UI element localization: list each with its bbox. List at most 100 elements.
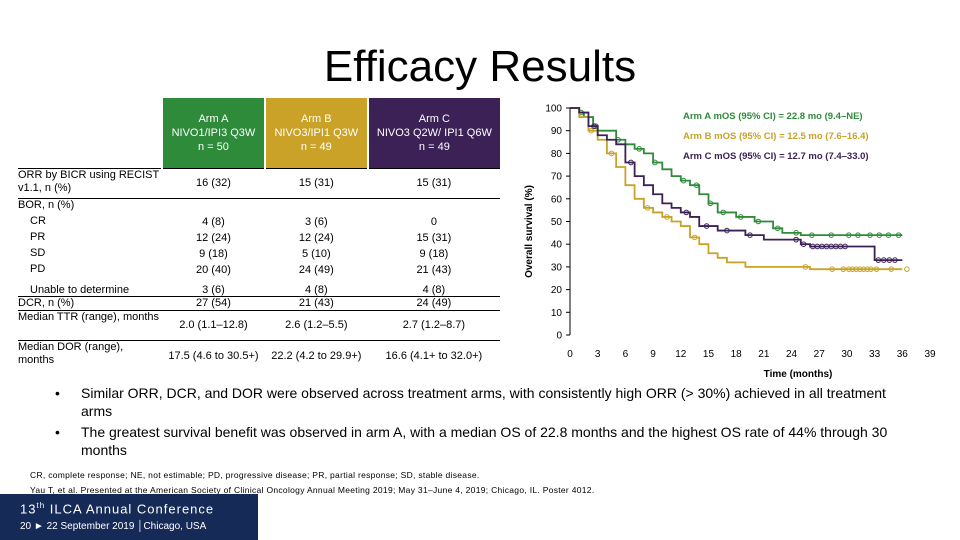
censor-mark (845, 266, 852, 272)
table-row: CR 4 (8) 3 (6) 0 (18, 215, 500, 231)
y-tick-label: 70 (551, 172, 563, 183)
censor-mark (867, 232, 873, 238)
y-tick-label: 80 (551, 149, 563, 160)
cell-arm-c: 21 (43) (416, 264, 452, 277)
arm-b-name: Arm B (301, 113, 332, 125)
censor-mark (829, 266, 835, 272)
censor-mark (800, 241, 807, 247)
x-tick-label: 30 (841, 349, 853, 360)
censor-mark (755, 218, 762, 225)
km-curve-arm-a (570, 107, 903, 237)
row-label: Median TTR (range), months (18, 311, 160, 323)
table-row: SD 9 (18) 5 (10) 9 (18) (18, 247, 500, 263)
censor-mark (853, 266, 859, 272)
arm-a-name: Arm A (198, 113, 229, 125)
cell-arm-b: 2.6 (1.2–5.5) (285, 319, 348, 332)
row-label: CR (30, 214, 46, 227)
cell-arm-a: 9 (18) (199, 248, 228, 261)
cell-arm-c: 16.6 (4.1+ to 32.0+) (385, 349, 483, 362)
censor-mark (588, 127, 595, 134)
cell-arm-c: 24 (49) (416, 297, 452, 310)
table-row: ORR by BICR using RECIST v1.1, n (%) 16 (… (18, 168, 500, 199)
censor-mark (895, 232, 902, 238)
y-tick-label: 30 (551, 262, 563, 273)
cell-arm-a: 20 (40) (196, 264, 231, 277)
footnotes: CR, complete response; NE, not estimable… (30, 468, 595, 498)
page-title: Efficacy Results (323, 42, 637, 91)
row-label: PR (30, 230, 46, 243)
censor-mark (868, 266, 874, 272)
y-tick-label: 100 (545, 104, 562, 115)
censor-mark (886, 257, 893, 263)
y-tick-label: 90 (551, 126, 563, 137)
table-header-row: Arm A NIVO1/IPI3 Q3W n = 50 Arm B NIVO3/… (18, 98, 500, 169)
cell-arm-c: 9 (18) (419, 248, 449, 261)
km-curve-arm-c (570, 107, 903, 261)
censor-mark (591, 123, 597, 129)
summary-bullets: • Similar ORR, DCR, and DOR were observe… (55, 385, 905, 463)
censor-mark (703, 223, 710, 229)
censor-mark (683, 209, 690, 216)
table-row: BOR, n (%) (18, 198, 500, 215)
bullet-item: • Similar ORR, DCR, and DOR were observe… (55, 385, 905, 420)
row-label: SD (30, 246, 46, 259)
arm-a-n: n = 50 (197, 141, 229, 153)
censor-mark (720, 209, 727, 216)
arm-c-name: Arm C (418, 113, 450, 125)
arm-b-header: Arm B NIVO3/IPI1 Q3W n = 49 (263, 98, 368, 169)
table-row: DCR, n (%) 27 (54) 21 (43) 24 (49) (18, 296, 500, 311)
row-label: PD (30, 262, 46, 275)
table-row: PD 20 (40) 24 (49) 21 (43) (18, 263, 500, 279)
arm-b-regimen: NIVO3/IPI1 Q3W (274, 127, 359, 139)
censor-mark (881, 257, 887, 263)
censor-mark (724, 227, 730, 234)
y-tick-label: 40 (551, 240, 563, 251)
y-tick-label: 60 (551, 194, 563, 205)
y-axis-label: Overall survival (%) (524, 185, 535, 278)
x-tick-label: 21 (758, 349, 770, 360)
x-tick-label: 24 (786, 349, 798, 360)
bullet-dot: • (55, 424, 60, 440)
x-tick-label: 15 (703, 349, 715, 360)
cell-arm-b: 15 (31) (298, 177, 334, 190)
legend-entry: Arm C mOS (95% CI) = 12.7 mo (7.4–33.0) (683, 151, 869, 162)
bullet-text: Similar ORR, DCR, and DOR were observed … (81, 385, 886, 419)
y-tick-label: 0 (556, 331, 562, 342)
censor-mark (864, 266, 871, 272)
x-tick-label: 0 (567, 349, 573, 360)
censor-mark (652, 159, 658, 166)
arm-b-n: n = 49 (300, 141, 332, 153)
censor-mark (628, 159, 634, 166)
censor-mark (793, 230, 799, 236)
x-tick-label: 9 (650, 349, 656, 360)
x-tick-label: 18 (731, 349, 743, 360)
abbreviations-footnote: CR, complete response; NE, not estimable… (30, 470, 480, 480)
censor-mark (857, 266, 863, 272)
arm-c-regimen: NIVO3 Q2W/ IPI1 Q6W (376, 127, 492, 139)
cell-arm-c: 0 (430, 216, 437, 229)
km-curve-arm-b (570, 107, 903, 271)
cell-arm-b: 21 (43) (298, 297, 334, 310)
bullet-text: The greatest survival benefit was observ… (81, 424, 888, 458)
cell-arm-b: 22.2 (4.2 to 29.9+) (271, 349, 362, 362)
row-label: Median DOR (range), months (18, 341, 124, 366)
cell-arm-c: 15 (31) (416, 232, 452, 245)
conference-dates: 20 ► 22 September 2019 │Chicago, USA (20, 521, 207, 532)
censor-mark (842, 243, 848, 250)
y-tick-label: 10 (551, 308, 563, 319)
arm-c-n: n = 49 (418, 141, 450, 153)
censor-mark (849, 266, 856, 272)
arm-a-regimen: NIVO1/IPI3 Q3W (171, 127, 256, 139)
censor-mark (707, 200, 714, 207)
cell-arm-b: 24 (49) (298, 264, 334, 277)
table-row: PR 12 (24) 12 (24) 15 (31) (18, 231, 500, 247)
censor-mark (802, 264, 809, 270)
censor-mark (747, 232, 753, 238)
cell-arm-b: 5 (10) (301, 248, 331, 261)
censor-mark (876, 232, 883, 238)
row-label: BOR, n (%) (18, 199, 75, 211)
x-tick-label: 27 (814, 349, 826, 360)
cell-arm-a: 17.5 (4.6 to 30.5+) (168, 349, 259, 362)
censor-mark (809, 232, 815, 238)
